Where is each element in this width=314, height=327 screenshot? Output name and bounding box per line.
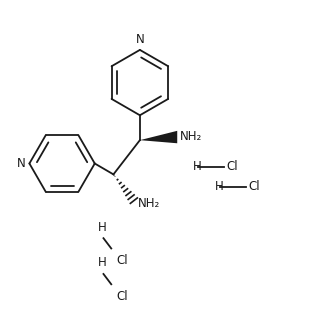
Polygon shape xyxy=(140,131,177,143)
Text: N: N xyxy=(17,157,26,170)
Text: N: N xyxy=(136,33,144,46)
Text: H: H xyxy=(98,220,107,233)
Text: Cl: Cl xyxy=(226,160,238,173)
Text: Cl: Cl xyxy=(248,181,260,193)
Text: H: H xyxy=(98,256,107,269)
Text: NH₂: NH₂ xyxy=(180,130,203,143)
Text: Cl: Cl xyxy=(116,254,127,267)
Text: Cl: Cl xyxy=(116,289,127,302)
Text: H: H xyxy=(193,160,202,173)
Text: H: H xyxy=(214,181,223,193)
Text: NH₂: NH₂ xyxy=(138,198,160,211)
